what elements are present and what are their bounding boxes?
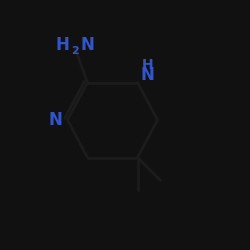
- Text: H: H: [56, 36, 70, 54]
- Text: N: N: [140, 66, 154, 84]
- Text: N: N: [81, 36, 95, 54]
- Text: N: N: [48, 111, 62, 129]
- Text: 2: 2: [71, 46, 79, 56]
- Text: H: H: [142, 58, 153, 72]
